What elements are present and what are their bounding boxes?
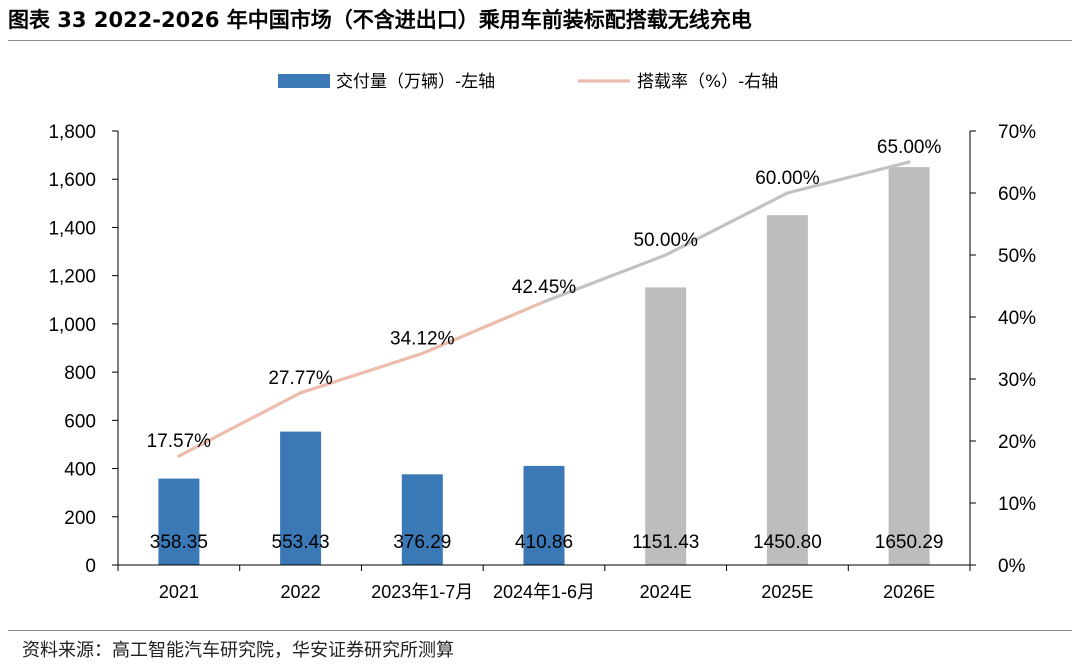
line-data-label: 34.12%	[390, 329, 455, 350]
bar-data-label: 1151.43	[632, 532, 699, 553]
line-data-label: 17.57%	[147, 431, 212, 452]
right-tick-label: 30%	[998, 370, 1036, 391]
line-data-label: 65.00%	[877, 137, 942, 158]
bar-2023年1-7月	[401, 474, 443, 565]
bar-2025E	[766, 215, 808, 565]
bar-2022	[280, 431, 322, 565]
left-tick-label: 1,000	[48, 315, 96, 336]
x-tick-label: 2023年1-7月	[371, 582, 473, 602]
bar-data-label: 376.29	[393, 532, 451, 553]
right-tick-label: 10%	[998, 494, 1036, 515]
chart-title: 图表 33 2022-2026 年中国市场（不含进出口）乘用车前装标配搭载无线充…	[8, 8, 752, 32]
left-tick-label: 400	[64, 460, 96, 481]
left-tick-label: 800	[64, 363, 96, 384]
left-tick-label: 1,400	[48, 218, 96, 239]
bar-data-label: 1450.80	[753, 532, 822, 553]
bar-2026E	[888, 167, 930, 565]
bar-data-label: 553.43	[272, 532, 330, 553]
bar-data-label: 410.86	[515, 532, 573, 553]
line-segment-2024年1-6月	[542, 253, 668, 304]
right-tick-label: 50%	[998, 246, 1036, 267]
line-segment-2022	[298, 351, 424, 395]
right-tick-label: 60%	[998, 184, 1036, 205]
left-tick-label: 1,200	[48, 267, 96, 288]
line-data-label: 60.00%	[755, 168, 820, 189]
right-tick-label: 40%	[998, 308, 1036, 329]
x-tick-label: 2021	[159, 582, 199, 602]
x-tick-label: 2022	[281, 582, 321, 602]
source-divider	[8, 630, 1072, 631]
line-data-label: 27.77%	[268, 368, 333, 389]
legend-bar-label: 交付量（万辆）-左轴	[336, 72, 495, 92]
line-data-label: 42.45%	[512, 277, 577, 298]
legend-line-label: 搭载率（%）-右轴	[637, 72, 778, 92]
bar-2024年1-6月	[523, 465, 565, 565]
line-segment-2021	[177, 391, 303, 458]
x-tick-label: 2026E	[883, 582, 935, 602]
bar-2021	[158, 478, 200, 565]
left-tick-label: 600	[64, 411, 96, 432]
title-divider	[8, 40, 1072, 41]
legend-bar-swatch	[278, 74, 330, 88]
bar-2024E	[645, 287, 687, 565]
x-tick-label: 2024年1-6月	[493, 582, 595, 602]
x-tick-label: 2024E	[640, 582, 692, 602]
left-tick-label: 1,600	[48, 170, 96, 191]
line-segment-2024E	[664, 191, 790, 257]
line-segment-2023年1-7月	[420, 300, 546, 356]
x-tick-label: 2025E	[761, 582, 813, 602]
right-tick-label: 0%	[998, 556, 1026, 577]
line-segment-2025E	[785, 160, 911, 195]
left-tick-label: 1,800	[48, 122, 96, 143]
chart-canvas: 0 200 400 600 800 1,000 1,200 1,400 1,600 1,800 0%…	[48, 72, 1036, 602]
right-tick-label: 20%	[998, 432, 1036, 453]
right-tick-label: 70%	[998, 122, 1036, 143]
source-note: 资料来源：高工智能汽车研究院，华安证券研究所测算	[22, 640, 454, 661]
left-tick-label: 200	[64, 508, 96, 529]
bar-data-label: 1650.29	[875, 532, 944, 553]
line-data-label: 50.00%	[633, 230, 698, 251]
bar-data-label: 358.35	[150, 532, 208, 553]
left-tick-label: 0	[85, 556, 96, 577]
